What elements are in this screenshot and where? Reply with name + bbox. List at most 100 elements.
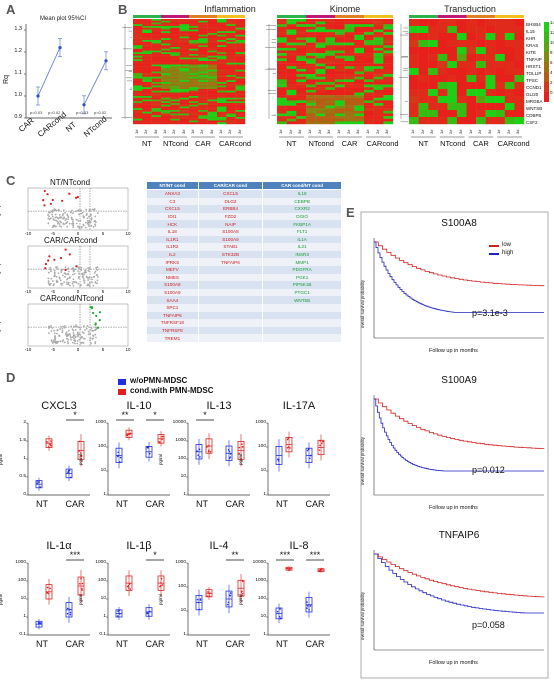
cytokine-point — [78, 450, 81, 452]
table-cell: SAA4 — [146, 296, 199, 304]
volcano-sig-point — [89, 306, 92, 309]
cytokine-point — [286, 446, 289, 449]
volcano-xtick: -10 — [24, 347, 32, 352]
cytokine-point — [229, 592, 232, 594]
cytokine-point — [69, 476, 72, 479]
cytokine-point — [118, 612, 120, 614]
volcano-xtick: -5 — [50, 231, 55, 236]
heatmap-col-label: 3# — [152, 129, 158, 134]
heatmap-group-label: NTcond — [440, 139, 466, 148]
significance-marker: * — [73, 410, 77, 420]
heatmap-cell — [277, 19, 287, 22]
heatmap-cell — [133, 19, 143, 21]
cytokine-point — [241, 592, 244, 595]
table-cell: IL21 — [262, 243, 342, 251]
gene-label: HRST1 — [526, 64, 541, 69]
gene-label: MRGBA — [526, 99, 543, 104]
cytokine-point — [118, 609, 121, 612]
survival-pval: p=3.1e-3 — [472, 308, 508, 318]
table-cell — [197, 303, 264, 312]
cytokine-ylabel: pg/ml — [238, 593, 243, 605]
gene-label: CDBP8 — [526, 113, 542, 118]
table-cell: S100A8 — [146, 281, 199, 289]
cytokine-title: IL-13 — [206, 400, 232, 412]
table-row: HCK NAIP FKBP1A — [146, 220, 342, 228]
table-cell: IL18 — [146, 227, 199, 236]
table-cell: TREM1 — [146, 334, 199, 342]
panel-e: S100A8 p=3.1e-3 Follow up in months overall… — [360, 210, 550, 680]
cytokine-title: IL-8 — [289, 540, 309, 552]
gene-label: CCND1 — [526, 85, 542, 90]
panel-a-ytick: 1.3 — [14, 26, 22, 32]
cytokine-ytick: 1 — [183, 632, 186, 637]
heatmap-col-label: 3# — [515, 129, 521, 134]
cytokine-xlabel: NT — [276, 499, 288, 509]
volcano-sig-point — [75, 265, 78, 268]
cytokine-ytick: 1 — [23, 614, 26, 619]
cytokine-ytick: 10 — [260, 614, 266, 619]
table-row: CXCL5 ERBB4 CXXR2 — [146, 205, 342, 213]
table-cell: S100A9 — [146, 288, 199, 297]
cytokine-point — [277, 458, 279, 461]
heatmap-col-label: 2# — [171, 129, 177, 134]
table-cell: NAIP — [197, 220, 264, 228]
cytokine-point — [161, 584, 164, 586]
heatmap-col-label: 1# — [336, 129, 341, 134]
table-cell — [197, 311, 264, 320]
heatmap-group-label: NT — [286, 139, 297, 148]
table-header: CAR cond/NT cond — [262, 181, 342, 190]
table-cell: MEFV — [146, 265, 199, 274]
volcano-sig-point — [94, 323, 97, 326]
cytokine-point — [146, 612, 148, 614]
heatmap-col-label: 3# — [180, 129, 186, 134]
cytokine-point — [81, 589, 83, 591]
table-row: TREM1 — [146, 334, 342, 342]
panel-a-pval: p=0.03 — [30, 110, 43, 115]
heatmap-col-label: 1# — [410, 129, 415, 134]
cytokine-point — [227, 449, 230, 451]
cytokine-point — [158, 441, 161, 443]
cytokine-point — [160, 584, 162, 587]
cytokine-point — [126, 585, 129, 588]
heatmap-group-label: CAR — [472, 139, 489, 148]
cytokine-ytick: 100 — [257, 596, 266, 601]
heatmap-col-label: 2# — [316, 129, 322, 134]
panel-a-ytick: 1.1 — [14, 70, 22, 76]
volcano-sig-point — [64, 248, 67, 251]
gene-label: KHR — [526, 36, 536, 41]
cytokine-point — [198, 448, 201, 451]
cytokine-point — [227, 601, 230, 604]
cytokine-ytick: 0.1 — [19, 632, 26, 637]
cytokine-point — [206, 446, 208, 448]
table-cell: MMP1 — [262, 258, 342, 266]
cytokine-point — [78, 440, 81, 443]
cytokine-point — [207, 444, 210, 447]
colorbar-tick: 14 — [550, 20, 554, 25]
panel-a-point — [82, 103, 86, 107]
volcano-sig-point — [53, 258, 56, 261]
heatmap-col-label: 2# — [477, 129, 483, 134]
cytokine-point — [78, 582, 81, 585]
legend-swatch-blue — [118, 379, 126, 385]
gene-label: GLI20 — [526, 92, 539, 97]
volcano-sig-point — [47, 259, 50, 262]
volcano-sig-point — [61, 199, 64, 202]
table-cell — [197, 326, 264, 335]
cytokine-point — [238, 446, 241, 449]
panel-letter-b: B — [118, 2, 128, 17]
cytokine-point — [147, 615, 150, 617]
heatmap-col-label: 1# — [190, 129, 195, 134]
table-cell: IL18 — [262, 189, 342, 198]
cytokine-ytick: 100 — [257, 444, 266, 449]
heatmap-col-label: 3# — [457, 129, 463, 134]
table-cell: CXCL5 — [146, 205, 199, 213]
table-cell: PGK1 — [262, 273, 342, 282]
panel-a-point — [104, 59, 108, 63]
heatmap-col-label: 3# — [208, 129, 214, 134]
cytokine-point — [67, 469, 70, 472]
cytokine-ylabel: pg/ml — [238, 453, 243, 465]
significance-marker: ** — [121, 410, 129, 420]
heatmap-group-label: NT — [418, 139, 429, 148]
cytokine-point — [309, 454, 312, 457]
heatmap-col-label: 2# — [345, 129, 351, 134]
